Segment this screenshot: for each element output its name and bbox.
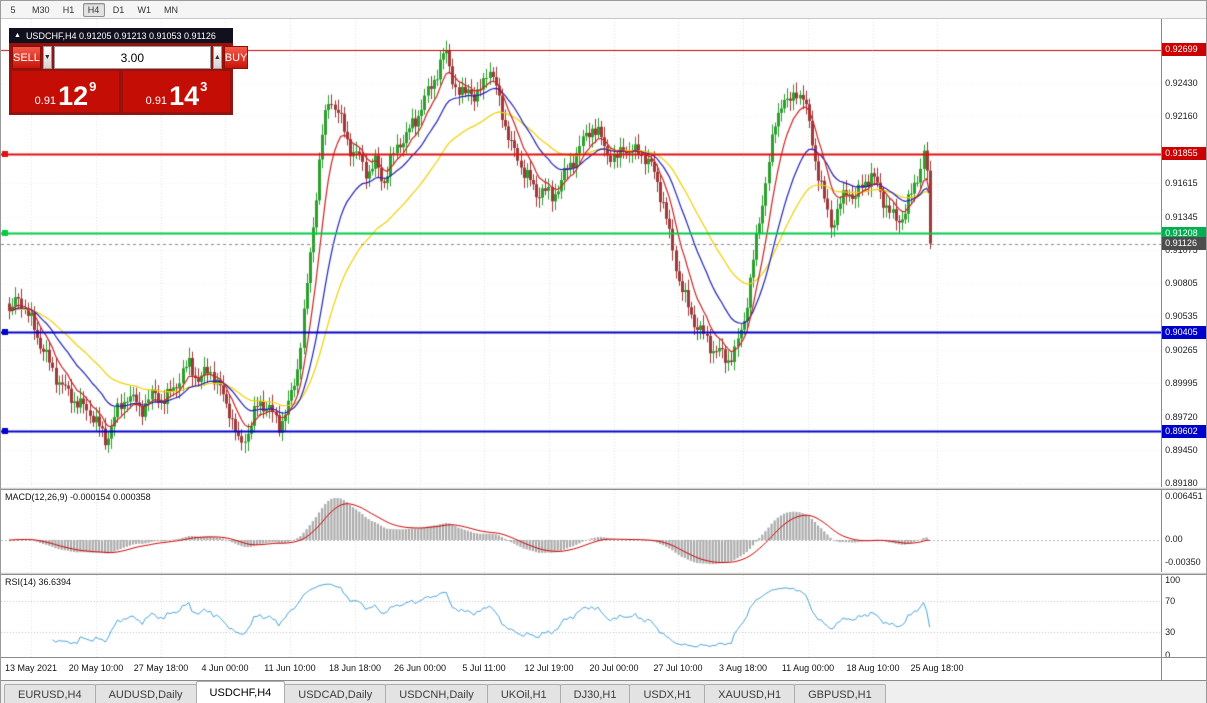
price-tick-label: 0.92160 <box>1165 111 1198 122</box>
timeframe-button-h1[interactable]: H1 <box>62 4 75 15</box>
time-axis-label: 26 Jun 00:00 <box>393 663 447 673</box>
pane-resize-handle[interactable] <box>1 487 1206 490</box>
rsi-axis-label: 0 <box>1165 650 1171 657</box>
volume-increase-button[interactable]: ▲ <box>212 46 222 69</box>
rsi-pane: RSI(14) 36.6394 <box>1 575 1162 657</box>
rsi-axis-label: 70 <box>1165 596 1176 607</box>
pane-resize-handle[interactable] <box>1 572 1206 575</box>
chart-area: ▲ USDCHF,H4 0.91205 0.91213 0.91053 0.91… <box>1 19 1206 680</box>
volume-decrease-button[interactable]: ▼ <box>42 46 52 69</box>
macd-axis-label: 0.006451 <box>1165 491 1203 501</box>
timeframe-button-5[interactable]: 5 <box>10 4 16 15</box>
price-badge: 0.92699 <box>1162 43 1206 57</box>
time-axis-label: 27 Jul 10:00 <box>653 663 703 673</box>
price-tick-label: 0.91345 <box>1165 211 1198 222</box>
bid-price-sup: 9 <box>89 79 97 94</box>
timeframe-button-h4[interactable]: H4 <box>82 2 105 17</box>
ask-price-sup: 3 <box>200 79 208 94</box>
collapse-panel-icon[interactable]: ▲ <box>14 32 21 39</box>
price-tick-label: 0.89720 <box>1165 411 1198 422</box>
price-tick-label: 0.90265 <box>1165 344 1198 355</box>
macd-pane: MACD(12,26,9) -0.000154 0.000358 <box>1 490 1162 572</box>
timeframe-button-m30[interactable]: M30 <box>32 4 50 15</box>
chart-tab-bar: EURUSD,H4 AUDUSD,Daily USDCHF,H4 USDCAD,Dai… <box>1 680 1206 703</box>
chart-title-bar: ▲ USDCHF,H4 0.91205 0.91213 0.91053 0.91… <box>9 28 233 43</box>
time-axis-label: 11 Jun 10:00 <box>264 663 316 673</box>
bid-price-small: 0.91 <box>34 95 57 107</box>
rsi-axis-label: 100 <box>1165 575 1181 585</box>
rsi-indicator-canvas[interactable] <box>1 575 1162 657</box>
price-tick-label: 0.92430 <box>1165 78 1198 88</box>
timeframe-button-w1[interactable]: W1 <box>137 4 152 15</box>
time-axis-label: 12 Jul 19:00 <box>524 663 574 673</box>
chart-tab-dj30[interactable]: DJ30,H1 <box>559 684 631 703</box>
macd-axis-label: 0.00 <box>1165 534 1183 544</box>
timeframe-button-mn[interactable]: MN <box>164 4 179 15</box>
time-axis-label: 20 Jul 00:00 <box>589 663 639 673</box>
bid-price-display[interactable]: 0.91 12 9 <box>12 71 119 112</box>
price-tick-label: 0.89180 <box>1165 478 1198 487</box>
macd-indicator-canvas[interactable] <box>1 490 1162 572</box>
chart-tab-usdx[interactable]: USDX,H1 <box>629 684 706 703</box>
chart-ohlc-title: USDCHF,H4 0.91205 0.91213 0.91053 0.9112… <box>25 30 216 41</box>
time-axis-label: 4 Jun 00:00 <box>201 663 249 673</box>
time-axis-label: 13 May 2021 <box>4 663 58 673</box>
chart-tab-audusd[interactable]: AUDUSD,Daily <box>94 684 197 703</box>
price-tick-label: 0.90535 <box>1165 311 1198 322</box>
chart-tab-ukoil[interactable]: UKOil,H1 <box>486 684 561 703</box>
timeframe-button-d1[interactable]: D1 <box>112 4 125 15</box>
chart-tab-eurusd[interactable]: EURUSD,H4 <box>4 684 96 703</box>
chart-tab-usdcad[interactable]: USDCAD,Daily <box>284 684 387 703</box>
ask-price-big: 14 <box>169 81 200 111</box>
price-tick-label: 0.89450 <box>1165 444 1198 455</box>
time-axis-label: 27 May 18:00 <box>133 663 189 673</box>
time-axis-label: 18 Aug 10:00 <box>846 663 900 673</box>
time-axis-label: 11 Aug 00:00 <box>781 663 835 673</box>
price-tick-label: 0.91615 <box>1165 178 1198 189</box>
price-badge: 0.90405 <box>1162 325 1206 339</box>
price-tick-label: 0.89995 <box>1165 377 1198 388</box>
macd-axis[interactable]: 0.006451 0.00 -0.00350 <box>1161 490 1206 572</box>
buy-button[interactable]: BUY <box>223 46 249 69</box>
price-tick-label: 0.90805 <box>1165 278 1198 289</box>
time-axis[interactable]: 13 May 2021 20 May 10:00 27 May 18:00 4 Jun… <box>1 657 1162 680</box>
macd-axis-label: -0.00350 <box>1165 557 1201 567</box>
volume-input[interactable] <box>53 46 211 69</box>
bid-price-big: 12 <box>58 81 89 111</box>
rsi-label: RSI(14) 36.6394 <box>5 577 72 587</box>
macd-label: MACD(12,26,9) -0.000154 0.000358 <box>5 492 151 502</box>
time-axis-label: 3 Aug 18:00 <box>718 663 768 673</box>
axis-corner <box>1161 657 1206 680</box>
chart-tab-usdcnh[interactable]: USDCNH,Daily <box>385 684 488 703</box>
ask-price-display[interactable]: 0.91 14 3 <box>123 71 230 112</box>
sell-button[interactable]: SELL <box>12 46 41 69</box>
chart-tab-usdchf[interactable]: USDCHF,H4 <box>195 681 286 703</box>
main-chart-pane: ▲ USDCHF,H4 0.91205 0.91213 0.91053 0.91… <box>1 19 1162 487</box>
chart-tab-gbpusd[interactable]: GBPUSD,H1 <box>794 684 886 703</box>
price-badge: 0.91126 <box>1162 237 1206 251</box>
price-axis[interactable]: 0.924300.921600.916150.913450.910750.908… <box>1161 19 1206 487</box>
rsi-axis[interactable]: 100 70 30 0 <box>1161 575 1206 657</box>
ask-price-small: 0.91 <box>145 95 168 107</box>
time-axis-label: 18 Jun 18:00 <box>328 663 382 673</box>
price-badge: 0.91208 <box>1162 226 1206 240</box>
one-click-trading-panel: SELL ▼ ▲ BUY 0.91 12 9 0.91 <box>9 43 249 115</box>
time-axis-label: 20 May 10:00 <box>68 663 124 673</box>
time-axis-label: 5 Jul 11:00 <box>462 663 506 673</box>
price-badge: 0.89602 <box>1162 424 1206 438</box>
time-axis-label: 25 Aug 18:00 <box>910 663 964 673</box>
price-badge: 0.91855 <box>1162 147 1206 161</box>
chart-tab-xauusd[interactable]: XAUUSD,H1 <box>704 684 796 703</box>
timeframe-toolbar: 5 M30 H1 H4 D1 W1 MN <box>1 1 1206 19</box>
rsi-axis-label: 30 <box>1165 626 1176 637</box>
